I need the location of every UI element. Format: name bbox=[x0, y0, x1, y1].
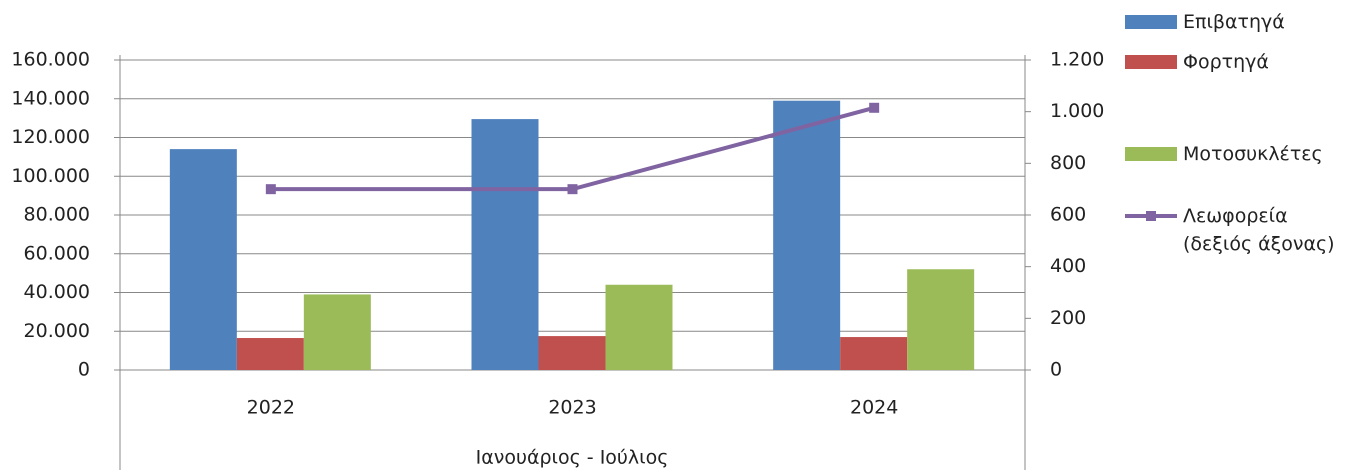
y-tick-label: 0 bbox=[78, 359, 90, 381]
y2-tick-label: 1.000 bbox=[1050, 100, 1104, 122]
y-tick-label: 40.000 bbox=[24, 281, 90, 303]
y-tick-label: 140.000 bbox=[11, 87, 90, 109]
y-tick-label: 120.000 bbox=[11, 126, 90, 148]
y2-tick-label: 200 bbox=[1050, 307, 1086, 329]
legend-label: Μοτοσυκλέτες bbox=[1183, 143, 1323, 165]
x-tick-label: 2024 bbox=[850, 397, 898, 419]
y2-tick-label: 1.200 bbox=[1050, 49, 1104, 71]
y2-tick-label: 400 bbox=[1050, 255, 1086, 277]
line-marker bbox=[265, 184, 276, 195]
bar bbox=[538, 336, 606, 370]
bar bbox=[605, 284, 673, 370]
x-tick-label: 2022 bbox=[247, 397, 295, 419]
line-marker bbox=[869, 102, 880, 113]
legend-label: Φορτηγά bbox=[1183, 51, 1269, 73]
bar bbox=[236, 338, 304, 370]
y-tick-label: 20.000 bbox=[24, 320, 90, 342]
legend-entry: Μοτοσυκλέτες bbox=[1125, 140, 1323, 168]
y2-tick-label: 600 bbox=[1050, 204, 1086, 226]
y-tick-label: 60.000 bbox=[24, 242, 90, 264]
legend-label: Λεωφορεία (δεξιός άξονας) bbox=[1183, 205, 1335, 255]
legend-marker bbox=[1146, 211, 1156, 221]
legend-label: Επιβατηγά bbox=[1183, 11, 1285, 33]
legend-swatch bbox=[1125, 15, 1177, 29]
bar bbox=[303, 294, 371, 370]
y-tick-label: 100.000 bbox=[11, 165, 90, 187]
bar bbox=[907, 269, 975, 370]
legend-entry: Λεωφορεία (δεξιός άξονας) bbox=[1125, 202, 1335, 258]
legend-swatch bbox=[1125, 147, 1177, 161]
legend-entry: Φορτηγά bbox=[1125, 48, 1269, 76]
y-tick-label: 80.000 bbox=[24, 204, 90, 226]
x-tick-label: 2023 bbox=[548, 397, 596, 419]
bar bbox=[840, 337, 908, 370]
line-marker bbox=[567, 184, 578, 195]
legend-entry: Επιβατηγά bbox=[1125, 8, 1285, 36]
bar bbox=[169, 149, 237, 370]
y-tick-label: 160.000 bbox=[11, 49, 90, 71]
y2-tick-label: 800 bbox=[1050, 152, 1086, 174]
x-axis-title: Ιανουάριος - Ιούλιος bbox=[476, 447, 669, 469]
legend-swatch bbox=[1125, 55, 1177, 69]
legend-swatch bbox=[1125, 211, 1177, 221]
bar bbox=[471, 119, 539, 370]
y2-tick-label: 0 bbox=[1050, 359, 1062, 381]
bar bbox=[773, 100, 841, 370]
